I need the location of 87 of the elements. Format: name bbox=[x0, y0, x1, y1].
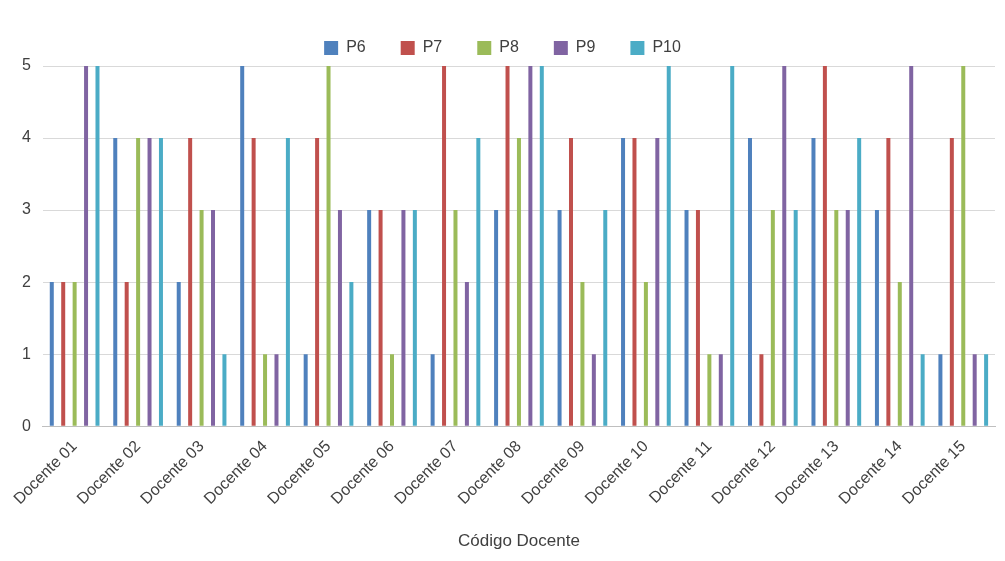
bar bbox=[303, 354, 308, 426]
legend-label: P10 bbox=[652, 38, 681, 56]
bar bbox=[984, 354, 989, 426]
bar bbox=[349, 282, 354, 426]
bar bbox=[494, 210, 499, 426]
bar bbox=[263, 354, 268, 426]
bar bbox=[72, 282, 77, 426]
bar bbox=[569, 138, 573, 426]
y-tick-label: 5 bbox=[21, 56, 31, 74]
bar bbox=[834, 210, 839, 426]
x-axis-title: Código Docente bbox=[457, 531, 580, 551]
bar bbox=[430, 354, 435, 426]
bar bbox=[822, 66, 827, 426]
y-tick-label: 2 bbox=[21, 272, 31, 290]
bar bbox=[516, 138, 521, 426]
bar bbox=[603, 210, 608, 426]
bar bbox=[949, 138, 954, 426]
bar bbox=[655, 138, 660, 426]
bar bbox=[845, 210, 850, 426]
bar bbox=[938, 354, 943, 426]
bar bbox=[591, 354, 596, 426]
bar bbox=[442, 66, 447, 426]
bar bbox=[747, 138, 752, 426]
bar bbox=[199, 210, 204, 426]
bar bbox=[274, 354, 279, 426]
bar bbox=[643, 282, 648, 426]
bar bbox=[920, 354, 925, 426]
bar bbox=[367, 210, 372, 426]
bar bbox=[176, 282, 181, 426]
bar bbox=[782, 66, 787, 426]
bar bbox=[188, 138, 193, 426]
bar bbox=[95, 66, 100, 426]
bar bbox=[315, 138, 320, 426]
bar bbox=[113, 138, 118, 426]
bar bbox=[707, 354, 712, 426]
bar bbox=[695, 210, 700, 426]
bar bbox=[337, 210, 342, 426]
bar bbox=[557, 210, 562, 426]
bar bbox=[453, 210, 458, 426]
bar bbox=[476, 138, 481, 426]
bar bbox=[539, 66, 544, 426]
bar bbox=[285, 138, 290, 426]
bar bbox=[326, 66, 331, 426]
bar bbox=[897, 282, 902, 426]
bar bbox=[718, 354, 723, 426]
bar bbox=[580, 282, 585, 426]
legend-label: P8 bbox=[499, 38, 519, 56]
bar bbox=[961, 66, 966, 426]
bar bbox=[857, 138, 862, 426]
bar bbox=[222, 354, 227, 426]
bar bbox=[378, 210, 383, 426]
bar bbox=[909, 66, 914, 426]
bar bbox=[147, 138, 152, 426]
bar bbox=[505, 66, 510, 426]
bar bbox=[251, 138, 256, 426]
bar bbox=[621, 138, 626, 426]
bar bbox=[684, 210, 689, 426]
bar bbox=[759, 354, 764, 426]
bar bbox=[61, 282, 66, 426]
bar bbox=[811, 138, 816, 426]
bar bbox=[793, 210, 798, 426]
y-tick-label: 0 bbox=[21, 416, 31, 434]
bar bbox=[770, 210, 775, 426]
y-tick-label: 4 bbox=[21, 128, 31, 146]
bar bbox=[136, 138, 141, 426]
legend-label: P7 bbox=[422, 38, 443, 56]
bar bbox=[886, 138, 891, 426]
y-tick-label: 1 bbox=[21, 344, 31, 362]
bar bbox=[874, 210, 879, 426]
bar bbox=[401, 210, 406, 426]
bar bbox=[730, 66, 735, 426]
y-tick-label: 3 bbox=[21, 200, 31, 218]
bar bbox=[666, 66, 671, 426]
legend-label: P9 bbox=[575, 38, 596, 56]
bar bbox=[124, 282, 129, 426]
bar bbox=[632, 138, 637, 426]
bar bbox=[240, 66, 245, 426]
bar bbox=[158, 138, 163, 426]
bar bbox=[49, 282, 54, 426]
bar bbox=[464, 282, 469, 426]
bar bbox=[84, 66, 89, 426]
bar bbox=[972, 354, 977, 426]
legend-label: P6 bbox=[346, 38, 366, 56]
bar bbox=[211, 210, 216, 426]
bar bbox=[390, 354, 394, 426]
bar bbox=[528, 66, 533, 426]
bar bbox=[412, 210, 417, 426]
